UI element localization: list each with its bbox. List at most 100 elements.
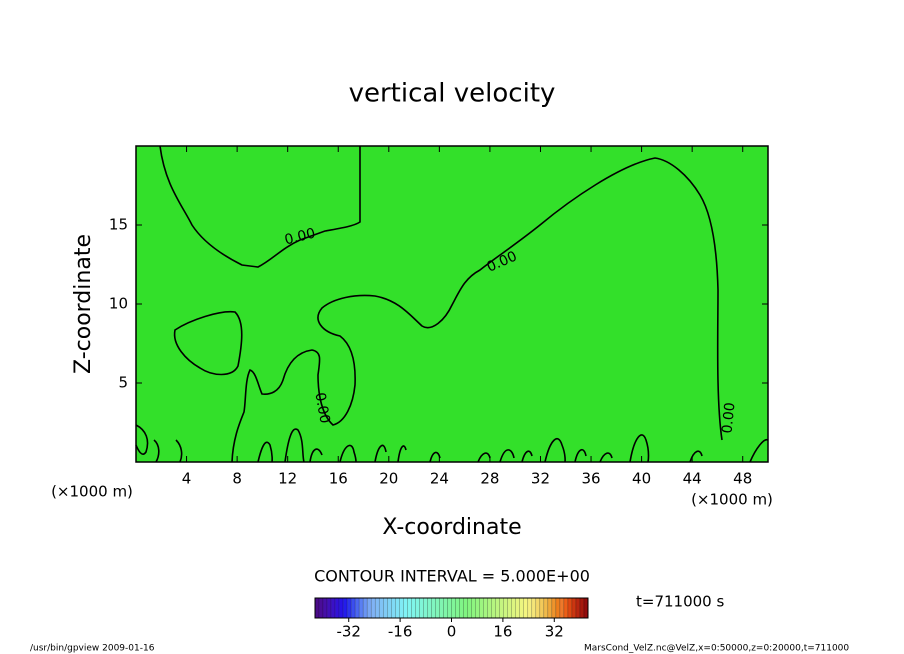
colorbar-cell: [563, 597, 569, 619]
colorbar-cell: [551, 597, 557, 619]
x-tick-label: 24: [430, 470, 449, 488]
colorbar-cell: [322, 597, 328, 619]
colorbar-cell: [314, 597, 320, 619]
y-tick-label: 5: [118, 374, 128, 392]
colorbar-cell: [531, 597, 537, 619]
x-tick-label: 8: [232, 470, 242, 488]
x-tick-label: 32: [531, 470, 550, 488]
colorbar-tick-label: 32: [545, 623, 564, 641]
colorbar-cell: [567, 597, 573, 619]
colorbar-cell: [519, 597, 525, 619]
colorbar-cell: [559, 597, 565, 619]
colorbar-cell: [539, 597, 545, 619]
colorbar-cell: [407, 597, 412, 619]
x-unit: (×1000 m): [691, 491, 773, 509]
colorbar-cell: [427, 597, 432, 619]
x-unit: (×1000 m): [51, 483, 133, 501]
colorbar-cell: [471, 597, 476, 619]
colorbar-cell: [395, 597, 400, 619]
colorbar-cell: [334, 597, 340, 619]
x-tick-label: 40: [632, 470, 651, 488]
colorbar-cell: [443, 597, 448, 619]
contour-line: [135, 424, 769, 463]
colorbar-cell: [366, 597, 372, 619]
colorbar-cell: [354, 597, 360, 619]
colorbar-cell: [391, 597, 396, 619]
colorbar-cell: [431, 597, 436, 619]
colorbar-cell: [387, 597, 392, 619]
time-label: t=711000 s: [636, 593, 724, 611]
colorbar-cell: [346, 597, 352, 619]
colorbar-cell: [403, 597, 408, 619]
contour-label: 0.00: [719, 402, 738, 435]
colorbar-cell: [370, 597, 376, 619]
colorbar-cell: [459, 597, 464, 619]
colorbar-cell: [318, 597, 324, 619]
colorbar-cell: [415, 597, 420, 619]
colorbar-cell: [374, 597, 380, 619]
colorbar-cell: [511, 597, 516, 619]
footer-right: MarsCond_VelZ.nc@VelZ,x=0:50000,z=0:2000…: [584, 644, 849, 654]
colorbar-cell: [491, 597, 496, 619]
colorbar-cell: [487, 597, 492, 619]
colorbar-cell: [475, 597, 480, 619]
colorbar-cell: [383, 597, 388, 619]
colorbar-cell: [555, 597, 561, 619]
colorbar-cell: [479, 597, 484, 619]
colorbar-cell: [571, 597, 577, 619]
colorbar-cell: [463, 597, 468, 619]
contour-line: [159, 145, 361, 268]
x-tick-label: 20: [379, 470, 398, 488]
footer-left: /usr/bin/gpview 2009-01-16: [30, 644, 155, 654]
colorbar-cell: [535, 597, 541, 619]
colorbar-cell: [579, 597, 585, 619]
colorbar-cell: [547, 597, 553, 619]
y-tick-label: 10: [109, 295, 128, 313]
colorbar-tick-label: -32: [336, 623, 361, 641]
colorbar-cell: [483, 597, 488, 619]
colorbar-cell: [423, 597, 428, 619]
colorbar-tick-label: 0: [447, 623, 457, 641]
x-tick-label: 48: [733, 470, 752, 488]
colorbar-tick-label: 16: [493, 623, 512, 641]
colorbar-cell: [342, 597, 348, 619]
x-tick-label: 44: [683, 470, 702, 488]
contour-label: 0.00: [283, 225, 317, 248]
colorbar-cell: [411, 597, 416, 619]
colorbar-cell: [495, 597, 500, 619]
colorbar-cell: [350, 597, 356, 619]
colorbar-cell: [439, 597, 444, 619]
colorbar-cell: [507, 597, 512, 619]
colorbar-cell: [326, 597, 332, 619]
colorbar-cell: [330, 597, 336, 619]
colorbar-cell: [338, 597, 344, 619]
colorbar-tick-label: -16: [388, 623, 413, 641]
colorbar-cell: [543, 597, 549, 619]
colorbar-cell: [499, 597, 504, 619]
colorbar-cell: [358, 597, 364, 619]
contour-line: [231, 157, 723, 463]
x-tick-label: 28: [480, 470, 499, 488]
colorbar-cell: [451, 597, 456, 619]
x-tick-label: 16: [329, 470, 348, 488]
y-axis-title: Z-coordinate: [71, 234, 96, 374]
colorbar-cell: [362, 597, 368, 619]
colorbar-cell: [447, 597, 452, 619]
colorbar-cell: [523, 597, 529, 619]
x-axis-title: X-coordinate: [382, 515, 521, 540]
colorbar-cell: [575, 597, 581, 619]
colorbar-cell: [399, 597, 404, 619]
colorbar-cell: [583, 597, 589, 619]
colorbar-cell: [527, 597, 533, 619]
x-tick-label: 12: [278, 470, 297, 488]
colorbar-cell: [467, 597, 472, 619]
colorbar-cell: [378, 597, 384, 619]
colorbar-cell: [455, 597, 460, 619]
y-tick-label: 15: [109, 216, 128, 234]
colorbar-cell: [435, 597, 440, 619]
contour-label: 0.00: [311, 391, 332, 424]
colorbar-cell: [515, 597, 520, 619]
x-tick-label: 36: [581, 470, 600, 488]
